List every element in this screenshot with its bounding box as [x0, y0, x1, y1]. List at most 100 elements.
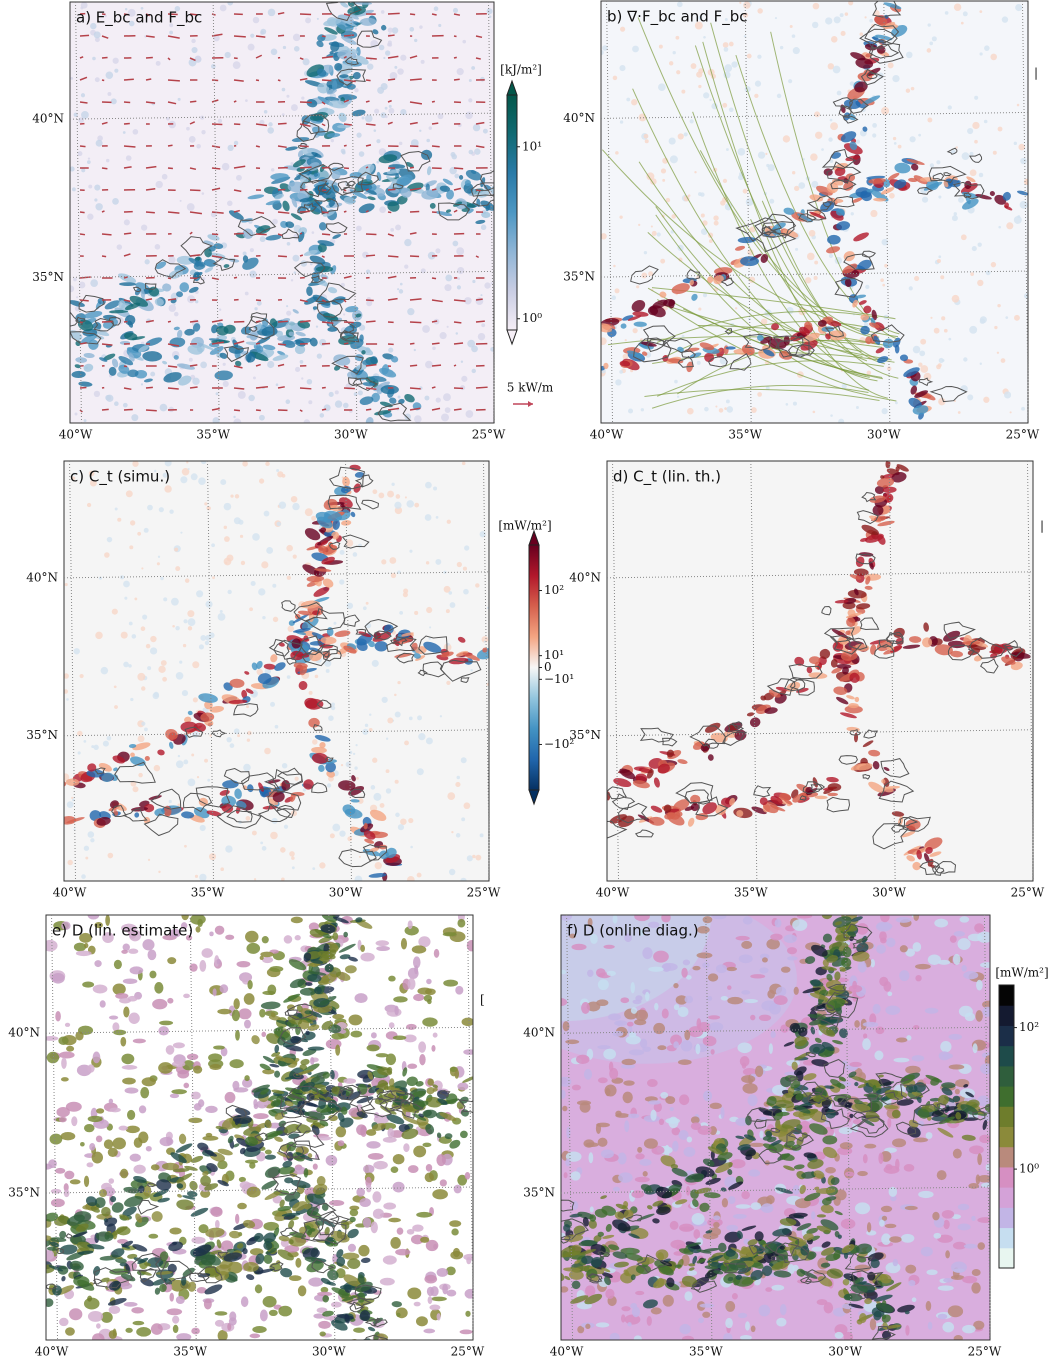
field-patch — [274, 1044, 280, 1054]
field-noise — [158, 870, 161, 874]
field-noise — [93, 744, 99, 750]
flux-arrow — [321, 233, 331, 236]
field-patch — [104, 300, 121, 310]
field-patch — [342, 476, 350, 487]
field-patch — [368, 640, 375, 648]
field-patch — [338, 943, 356, 953]
field-patch — [299, 197, 314, 203]
field-patch — [142, 351, 163, 362]
field-patch — [771, 323, 780, 331]
field-noise — [825, 17, 833, 25]
field-noise — [66, 801, 74, 809]
field-noise — [628, 408, 634, 414]
field-patch — [64, 1022, 71, 1027]
field-noise — [829, 159, 834, 164]
field-patch — [233, 1087, 249, 1093]
flux-arrow — [387, 99, 392, 103]
field-patch — [73, 1275, 90, 1287]
field-patch — [770, 805, 786, 812]
flux-arrow — [123, 145, 136, 148]
field-patch — [627, 1322, 632, 1327]
field-patch — [381, 364, 389, 375]
field-noise — [456, 775, 461, 780]
field-patch — [184, 1165, 198, 1171]
flux-arrow — [409, 166, 415, 169]
field-noise — [445, 609, 450, 614]
field-noise — [726, 406, 734, 413]
field-patch — [737, 1042, 752, 1054]
field-noise — [91, 745, 95, 749]
grid-line — [75, 1, 83, 424]
field-patch — [342, 1252, 360, 1260]
field-noise — [191, 46, 198, 54]
contour — [143, 813, 179, 837]
field-noise — [435, 516, 439, 519]
field-noise — [444, 407, 451, 413]
flux-arrow — [211, 255, 222, 259]
contour — [727, 723, 745, 733]
flux-arrow — [321, 321, 334, 325]
field-patch — [203, 260, 212, 266]
field-noise — [425, 481, 432, 489]
field-patch — [304, 1225, 313, 1236]
field-noise — [208, 632, 215, 639]
field-patch — [976, 979, 983, 991]
field-noise — [488, 15, 492, 18]
field-patch — [102, 318, 118, 329]
contour — [271, 1174, 302, 1196]
field-patch — [699, 342, 715, 351]
panel-title: b) ∇·F_bc and F_bc — [607, 8, 748, 27]
field-patch — [92, 984, 108, 994]
field-noise — [217, 118, 223, 124]
field-patch — [233, 998, 240, 1010]
field-noise — [361, 116, 365, 120]
field-noise — [720, 200, 726, 206]
field-noise — [451, 831, 454, 834]
contour — [297, 143, 307, 150]
field-patch — [243, 1262, 259, 1272]
field-patch — [118, 273, 137, 284]
flux-arrow — [453, 408, 462, 411]
contour — [929, 385, 968, 403]
field-patch — [356, 1124, 367, 1136]
field-noise — [381, 696, 388, 703]
field-patch — [347, 1228, 359, 1239]
field-patch — [281, 1212, 301, 1217]
field-noise — [311, 231, 315, 234]
colorbar-label: [kJ/m²] — [500, 63, 542, 77]
field-patch — [565, 1151, 582, 1162]
streamline — [710, 22, 886, 365]
contour — [346, 180, 356, 187]
flux-arrow — [79, 233, 86, 236]
field-patch — [154, 982, 164, 994]
field-noise — [218, 308, 222, 311]
field-noise — [961, 152, 970, 160]
field-noise — [426, 606, 433, 614]
field-noise — [249, 607, 253, 612]
field-noise — [81, 874, 86, 879]
flux-arrow — [409, 407, 421, 411]
field-patch — [276, 1019, 290, 1025]
field-noise — [622, 353, 629, 360]
field-patch — [288, 1220, 295, 1229]
field-patch — [344, 808, 363, 819]
field-patch — [862, 740, 874, 748]
field-noise — [397, 395, 401, 399]
field-noise — [271, 817, 278, 824]
field-patch — [854, 588, 859, 596]
contour — [311, 782, 328, 794]
field-patch — [860, 325, 870, 335]
field-patch — [814, 795, 828, 800]
field-noise — [460, 757, 467, 764]
contour — [943, 172, 952, 177]
field-noise — [281, 87, 286, 92]
contour — [331, 355, 365, 375]
field-noise — [804, 277, 812, 284]
field-patch — [316, 1307, 328, 1314]
field-patch — [312, 1183, 328, 1195]
grid-line — [51, 914, 59, 1341]
field-noise — [286, 94, 290, 98]
field-noise — [443, 585, 451, 593]
field-noise — [200, 361, 207, 369]
field-patch — [311, 201, 323, 208]
